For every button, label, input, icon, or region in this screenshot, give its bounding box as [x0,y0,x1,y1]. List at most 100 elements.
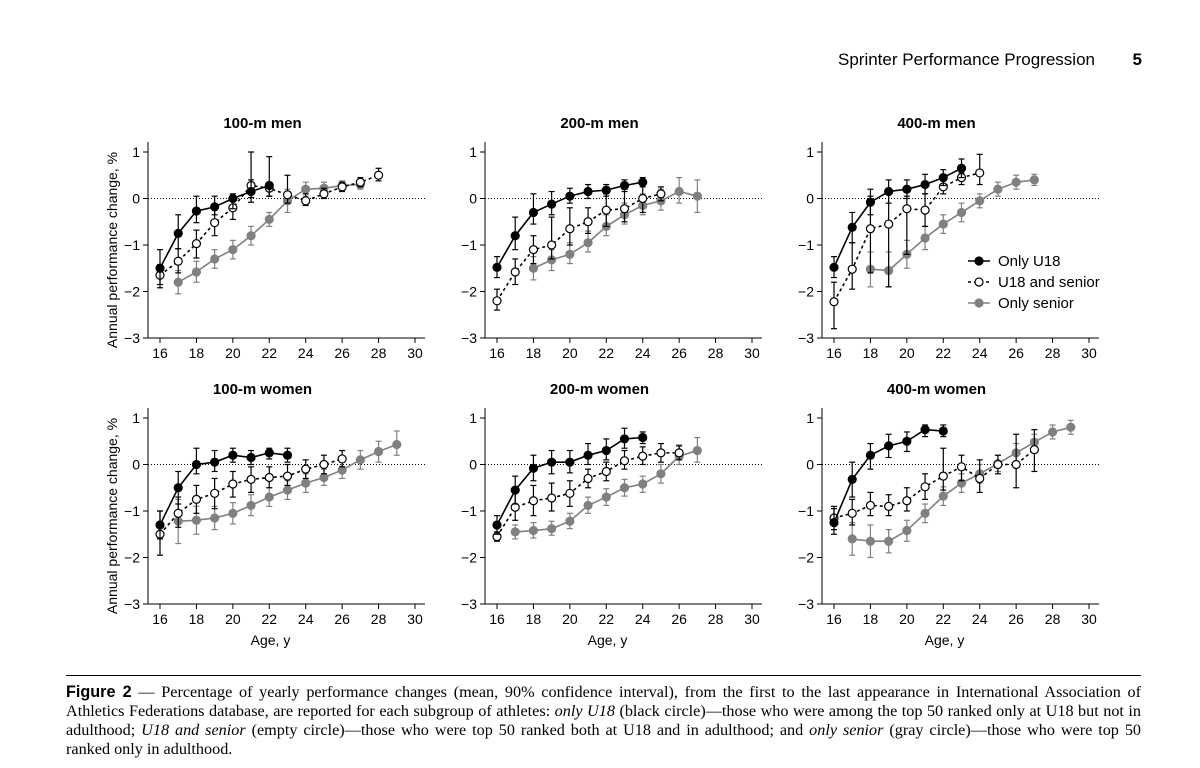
data-point [583,450,593,460]
y-tick-label: 0 [806,457,814,473]
data-point [638,432,648,443]
data-point [210,254,220,264]
data-point [884,536,894,546]
data-point [191,494,202,504]
data-point [246,474,256,484]
y-tick-label: −3 [461,596,477,612]
panel-title: 400-m women [887,381,986,398]
x-tick-label: 28 [708,345,724,361]
data-point [938,219,948,229]
data-point [583,186,593,197]
data-point [565,488,575,498]
x-tick-label: 24 [298,611,314,627]
data-point [993,459,1003,470]
data-point [619,456,630,466]
page-number: 5 [1132,50,1142,69]
data-point [510,231,520,241]
panel-title: 200-m men [560,115,638,132]
legend-label: U18 and senior [998,274,1100,291]
series-only-u18 [155,156,274,289]
data-point [246,500,256,511]
x-tick-label: 26 [1008,345,1024,361]
data-point [264,214,274,225]
data-point [601,445,611,456]
x-tick-label: 24 [635,345,651,361]
data-point [865,197,876,207]
data-point [337,454,347,464]
data-point [510,267,520,277]
data-point [547,524,557,534]
legend-label: Only senior [998,295,1074,312]
x-tick-label: 24 [635,611,651,627]
x-tick-label: 22 [598,345,614,361]
legend-marker [974,298,984,308]
series-line [496,193,662,302]
data-point [920,233,930,243]
legend: Only U18 U18 and senior Only senior [968,253,1100,312]
y-tick-label: −3 [124,330,140,346]
x-tick-label: 28 [1045,611,1061,627]
x-tick-label: 18 [526,345,542,361]
data-point [319,459,329,470]
caption-text-1: Percentage of yearly performance changes… [66,683,1142,720]
data-point [301,478,311,488]
data-point [920,482,930,492]
data-point [847,264,857,274]
series-u18-and-senior [829,429,1039,531]
data-point [173,228,183,238]
series-line [496,452,680,537]
data-point [865,500,876,511]
data-point [565,249,575,259]
data-point [492,262,502,272]
x-tick-label: 22 [935,611,951,627]
x-tick-label: 22 [261,611,277,627]
data-point [619,483,630,493]
data-point [282,485,293,495]
figure-caption: Figure 2 — Percentage of yearly performa… [66,683,1141,759]
data-point [565,224,575,234]
data-point [638,479,648,489]
data-point [510,527,520,537]
data-point [638,193,648,204]
x-tick-label: 18 [526,611,542,627]
y-tick-label: 0 [469,457,477,473]
data-point [938,491,948,501]
data-point [656,469,666,479]
data-point [210,488,220,498]
series-only-u18 [492,427,648,535]
data-point [692,191,702,201]
data-point [492,296,502,306]
data-point [210,513,220,523]
data-point [956,462,967,472]
series-line [533,190,698,269]
caption-text-2: (black circle)—those who were among the … [66,702,1142,739]
data-point [583,473,593,484]
data-point [601,492,611,502]
data-point [319,472,329,483]
legend-label: Only U18 [998,253,1061,270]
legend-marker [974,277,984,287]
data-point [191,515,202,525]
y-tick-label: 1 [132,144,140,160]
data-point [601,466,611,477]
x-tick-label: 22 [598,611,614,627]
x-tick-label: 24 [972,611,988,627]
y-axis-label: Annual performance change, % [104,152,120,348]
panel-200-m-men: 200-m men −3 −2 −1 0 1 16 18 20 22 24 26 28 30 [461,115,762,361]
caption-italic-u18-and-senior: U18 and senior [141,721,246,739]
x-tick-label: 16 [826,611,842,627]
caption-rule [66,675,1141,676]
data-point [902,525,912,536]
data-point [938,426,948,436]
data-point [1066,422,1076,432]
x-tick-label: 24 [298,345,314,361]
x-tick-label: 30 [1081,345,1097,361]
data-point [528,496,539,506]
data-point [191,239,202,249]
x-tick-label: 20 [225,611,241,627]
y-tick-label: 1 [806,144,814,160]
data-point [656,448,666,458]
x-tick-label: 30 [744,611,760,627]
data-point [865,450,876,460]
y-tick-label: −2 [124,550,140,566]
